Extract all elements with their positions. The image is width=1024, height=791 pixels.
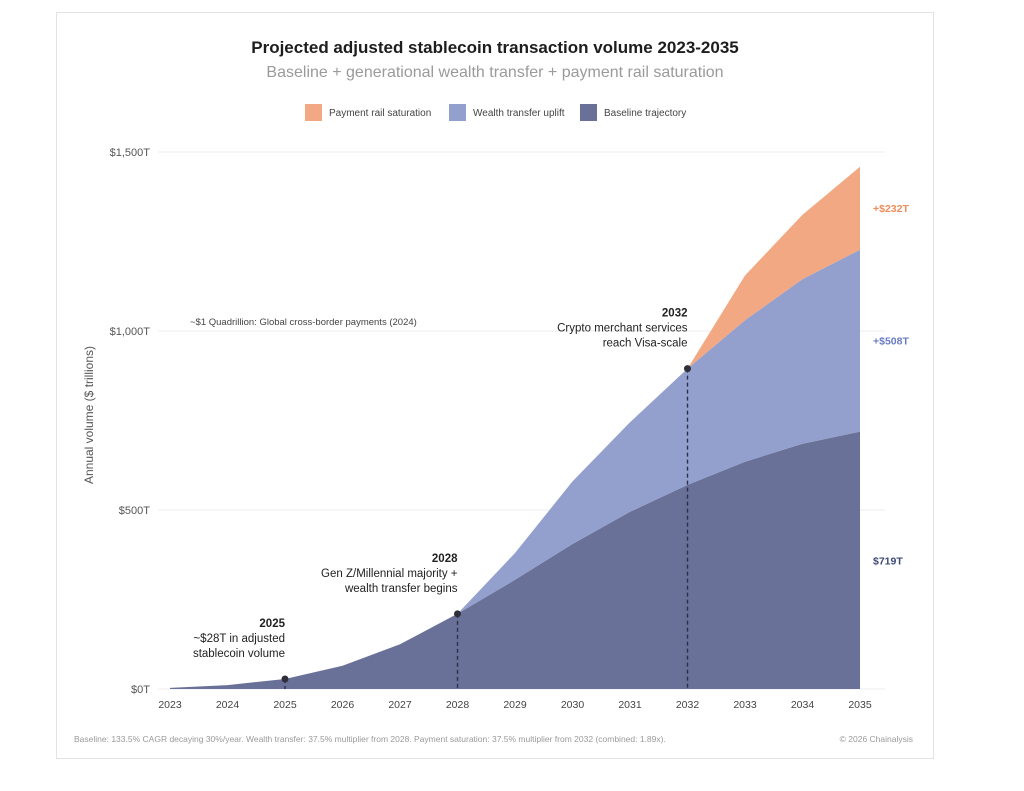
chart-title: Projected adjusted stablecoin transactio… bbox=[251, 38, 739, 57]
x-tick-label: 2033 bbox=[733, 699, 757, 711]
reference-line-label: ~$1 Quadrillion: Global cross-border pay… bbox=[190, 317, 417, 328]
footer-note: Baseline: 133.5% CAGR decaying 30%/year.… bbox=[74, 734, 666, 744]
y-tick-label: $0T bbox=[131, 684, 150, 696]
legend-label: Wealth transfer uplift bbox=[473, 108, 565, 119]
x-tick-label: 2023 bbox=[158, 699, 182, 711]
legend-swatch bbox=[449, 104, 466, 121]
annotation-text: stablecoin volume bbox=[193, 648, 285, 660]
legend: Payment rail saturation Wealth transfer u… bbox=[305, 104, 686, 121]
x-axis-ticks: 2023 2024 2025 2026 2027 2028 2029 2030 2031 2032… bbox=[158, 699, 872, 711]
x-tick-label: 2032 bbox=[676, 699, 700, 711]
annotation-dot bbox=[454, 610, 461, 618]
areas bbox=[170, 166, 860, 689]
x-tick-label: 2024 bbox=[216, 699, 240, 711]
x-tick-label: 2027 bbox=[388, 699, 412, 711]
y-tick-label: $1,000T bbox=[110, 326, 151, 338]
end-label: $719T bbox=[873, 555, 903, 567]
area-payment-rail-saturation bbox=[687, 166, 860, 369]
y-tick-label: $500T bbox=[119, 505, 150, 517]
x-tick-label: 2031 bbox=[618, 699, 642, 711]
legend-swatch bbox=[580, 104, 597, 121]
x-tick-label: 2035 bbox=[848, 699, 872, 711]
y-axis-ticks: $0T $500T $1,000T $1,500T bbox=[110, 147, 151, 696]
annotation-text: wealth transfer begins bbox=[344, 583, 458, 595]
end-labels: +$232T +$508T $719T bbox=[873, 203, 909, 567]
annotation-year: 2025 bbox=[259, 618, 285, 630]
footer-credit: © 2026 Chainalysis bbox=[840, 734, 913, 744]
annotation-year: 2028 bbox=[432, 553, 458, 565]
annotation-dot bbox=[684, 365, 691, 373]
x-tick-label: 2028 bbox=[446, 699, 470, 711]
y-tick-label: $1,500T bbox=[110, 147, 151, 159]
x-tick-label: 2029 bbox=[503, 699, 527, 711]
x-tick-label: 2026 bbox=[331, 699, 355, 711]
end-label: +$508T bbox=[873, 336, 909, 348]
annotation-text: Crypto merchant services bbox=[557, 323, 688, 335]
reference-line-group: ~$1 Quadrillion: Global cross-border pay… bbox=[190, 317, 417, 328]
annotation-text: ~$28T in adjusted bbox=[193, 633, 285, 645]
x-tick-label: 2025 bbox=[273, 699, 297, 711]
legend-label: Payment rail saturation bbox=[329, 108, 431, 119]
y-axis-label: Annual volume ($ trillions) bbox=[82, 346, 96, 484]
annotations: 2025 ~$28T in adjusted stablecoin volume 20… bbox=[193, 308, 691, 689]
annotation-dot bbox=[281, 675, 289, 683]
annotation-year: 2032 bbox=[662, 308, 688, 320]
legend-label: Baseline trajectory bbox=[604, 108, 686, 119]
x-tick-label: 2030 bbox=[561, 699, 585, 711]
end-label: +$232T bbox=[873, 203, 909, 215]
annotation-text: reach Visa-scale bbox=[603, 338, 688, 350]
chart-subtitle: Baseline + generational wealth transfer … bbox=[266, 64, 723, 81]
x-tick-label: 2034 bbox=[791, 699, 815, 711]
area-wealth-transfer-uplift bbox=[457, 249, 860, 614]
annotation-text: Gen Z/Millennial majority + bbox=[321, 568, 458, 580]
legend-swatch bbox=[305, 104, 322, 121]
